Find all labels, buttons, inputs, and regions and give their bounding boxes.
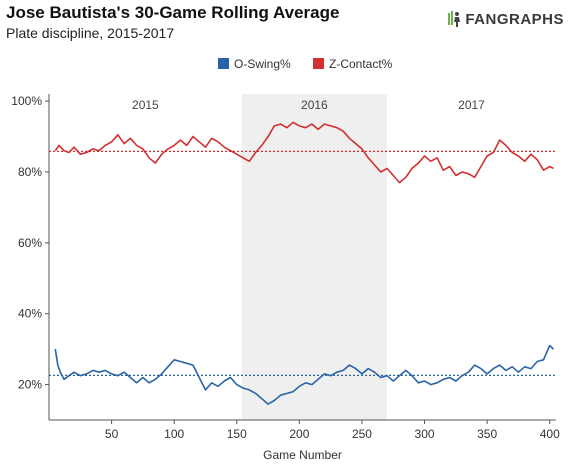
x-tick-label: 400 bbox=[540, 427, 560, 441]
chart-subtitle: Plate discipline, 2015-2017 bbox=[6, 25, 175, 41]
fangraphs-logo: FANGRAPHS bbox=[448, 8, 564, 30]
legend-swatch-o-swing[interactable] bbox=[218, 58, 229, 69]
chart-title: Jose Bautista's 30-Game Rolling Average bbox=[6, 3, 340, 22]
x-tick-label: 300 bbox=[415, 427, 435, 441]
x-tick-label: 150 bbox=[227, 427, 247, 441]
y-tick-label: 80% bbox=[18, 165, 42, 179]
x-tick-label: 100 bbox=[164, 427, 184, 441]
legend-swatch-z-contact[interactable] bbox=[313, 58, 324, 69]
legend-label-o-swing[interactable]: O-Swing% bbox=[234, 57, 291, 71]
y-tick-label: 40% bbox=[18, 307, 42, 321]
legend-label-z-contact[interactable]: Z-Contact% bbox=[329, 57, 393, 71]
o-swing-series-line bbox=[54, 344, 555, 405]
logo-text: FANGRAPHS bbox=[465, 10, 564, 28]
player-silhouette-icon bbox=[448, 11, 461, 27]
x-tick-label: 250 bbox=[352, 427, 372, 441]
x-tick-label: 350 bbox=[477, 427, 497, 441]
season-band-2016 bbox=[241, 94, 387, 420]
x-tick-label: 200 bbox=[289, 427, 309, 441]
z-contact-series-line bbox=[54, 121, 554, 184]
season-label-2015: 2015 bbox=[132, 98, 159, 112]
x-tick-label: 50 bbox=[105, 427, 119, 441]
y-tick-label: 60% bbox=[18, 236, 42, 250]
x-axis-title: Game Number bbox=[263, 448, 342, 462]
season-label-2016: 2016 bbox=[301, 98, 328, 112]
season-label-2017: 2017 bbox=[458, 98, 485, 112]
y-tick-label: 20% bbox=[18, 378, 42, 392]
y-tick-label: 100% bbox=[11, 94, 42, 108]
